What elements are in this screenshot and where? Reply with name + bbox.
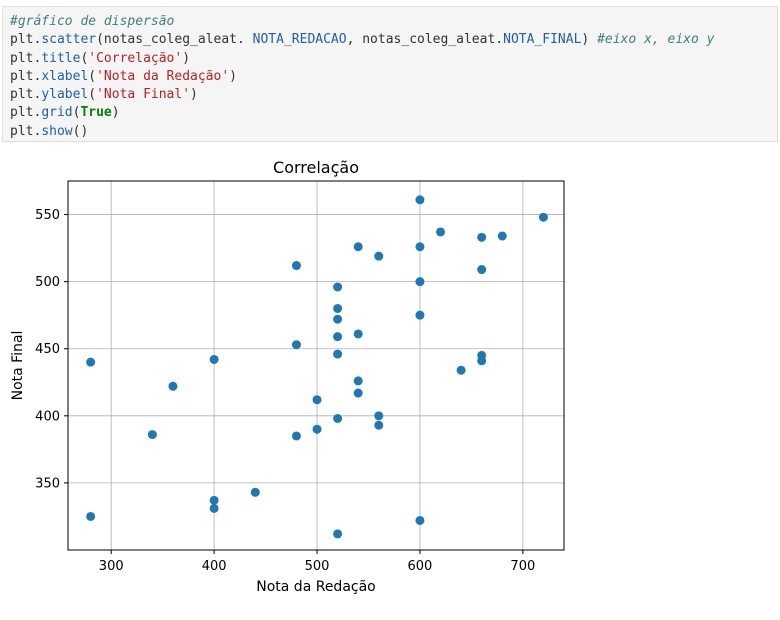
code-token: plt. bbox=[10, 68, 42, 84]
scatter-point bbox=[415, 195, 425, 205]
code-token: ( bbox=[72, 105, 81, 121]
y-tick-label: 550 bbox=[35, 208, 60, 223]
code-token: plt. bbox=[10, 50, 42, 66]
chart-title: Correlação bbox=[273, 158, 359, 177]
scatter-point bbox=[312, 395, 322, 405]
scatter-point bbox=[436, 227, 446, 237]
scatter-point bbox=[291, 340, 301, 350]
code-token: ) bbox=[581, 32, 598, 48]
code-token: plt. bbox=[10, 123, 42, 139]
code-token: ) bbox=[190, 87, 198, 103]
code-token: (notas_coleg_aleat. bbox=[96, 32, 253, 48]
scatter-point bbox=[209, 354, 219, 364]
code-string: 'Correlação' bbox=[88, 50, 183, 66]
x-axis-label: Nota da Redação bbox=[256, 579, 376, 595]
code-token: plt. bbox=[10, 105, 42, 121]
scatter-point bbox=[415, 277, 425, 287]
scatter-point bbox=[333, 282, 343, 292]
y-tick-label: 400 bbox=[35, 409, 60, 424]
code-string: 'Nota da Redação' bbox=[96, 68, 230, 84]
code-line-5: plt.ylabel('Nota Final') bbox=[10, 86, 777, 104]
code-token: ) bbox=[229, 68, 237, 84]
scatter-point bbox=[291, 261, 301, 271]
code-keyword: True bbox=[80, 105, 112, 121]
code-token: xlabel bbox=[41, 68, 89, 84]
code-string: 'Nota Final' bbox=[96, 87, 191, 103]
code-token: ( bbox=[88, 87, 97, 103]
code-token: ( bbox=[88, 68, 97, 84]
code-token: title bbox=[41, 50, 81, 66]
code-line-3: plt.title('Correlação') bbox=[10, 50, 777, 68]
scatter-point bbox=[353, 242, 363, 252]
code-cell[interactable]: #gráfico de dispersão plt.scatter(notas_… bbox=[2, 6, 778, 142]
scatter-point bbox=[291, 431, 301, 441]
code-token: show bbox=[41, 123, 73, 139]
y-tick-label: 500 bbox=[35, 275, 60, 290]
grid-layer bbox=[68, 181, 564, 550]
scatter-point bbox=[374, 411, 384, 421]
code-line-7: plt.show() bbox=[10, 123, 777, 141]
scatter-point bbox=[168, 381, 178, 391]
scatter-point bbox=[333, 414, 343, 424]
scatter-point bbox=[538, 212, 548, 222]
ticks-layer: 300 400 500 600 700 350 400 450 500 550 bbox=[35, 208, 535, 574]
code-line-1: #gráfico de dispersão bbox=[10, 13, 777, 31]
x-tick-label: 300 bbox=[99, 559, 124, 574]
code-token: , notas_coleg_aleat. bbox=[346, 32, 504, 48]
y-axis-label: Nota Final bbox=[10, 331, 26, 401]
code-line-6: plt.grid(True) bbox=[10, 104, 777, 122]
scatter-point bbox=[86, 511, 96, 521]
scatter-point bbox=[86, 357, 96, 367]
scatter-point bbox=[477, 232, 487, 242]
scatter-point bbox=[353, 388, 363, 398]
y-tick-label: 450 bbox=[35, 342, 60, 357]
scatter-point bbox=[477, 356, 487, 366]
scatter-point bbox=[415, 515, 425, 525]
cell-output: Correlação 300 400 500 600 700 350 400 450 500 55… bbox=[0, 150, 780, 616]
code-token: () bbox=[72, 123, 89, 139]
code-token: ( bbox=[80, 50, 89, 66]
scatter-point bbox=[374, 251, 384, 261]
scatter-point bbox=[374, 420, 384, 430]
code-comment: #eixo x, eixo y bbox=[597, 32, 715, 48]
y-tick-label: 350 bbox=[35, 476, 60, 491]
code-token: ylabel bbox=[41, 87, 89, 103]
scatter-point bbox=[477, 265, 487, 275]
x-tick-label: 400 bbox=[202, 559, 227, 574]
points-layer bbox=[86, 195, 548, 539]
plot-frame bbox=[67, 180, 565, 551]
scatter-point bbox=[415, 242, 425, 252]
scatter-point bbox=[333, 349, 343, 359]
scatter-point bbox=[209, 495, 219, 505]
x-tick-label: 600 bbox=[408, 559, 433, 574]
scatter-point bbox=[353, 376, 363, 386]
x-tick-label: 700 bbox=[510, 559, 535, 574]
code-token: scatter bbox=[41, 32, 97, 48]
code-token: plt. bbox=[10, 32, 42, 48]
scatter-point bbox=[353, 329, 363, 339]
code-token: NOTA_FINAL bbox=[503, 32, 582, 48]
code-line-4: plt.xlabel('Nota da Redação') bbox=[10, 68, 777, 86]
scatter-chart: Correlação 300 400 500 600 700 350 400 450 500 55… bbox=[10, 158, 565, 595]
scatter-point bbox=[456, 365, 466, 375]
scatter-point bbox=[250, 487, 260, 497]
scatter-point bbox=[333, 332, 343, 342]
scatter-point bbox=[333, 314, 343, 324]
x-tick-label: 500 bbox=[305, 559, 330, 574]
scatter-point bbox=[333, 303, 343, 313]
code-line-2: plt.scatter(notas_coleg_aleat. NOTA_REDA… bbox=[10, 31, 777, 49]
code-token: ) bbox=[111, 105, 120, 121]
scatter-point bbox=[312, 424, 322, 434]
code-token: grid bbox=[41, 105, 73, 121]
scatter-point bbox=[497, 231, 507, 241]
scatter-point bbox=[209, 503, 219, 513]
code-token: plt. bbox=[10, 87, 42, 103]
scatter-point bbox=[333, 529, 343, 539]
code-comment: #gráfico de dispersão bbox=[10, 14, 175, 29]
scatter-point bbox=[147, 430, 157, 440]
code-token: NOTA_REDACAO bbox=[252, 32, 347, 48]
code-token: ) bbox=[182, 50, 191, 66]
scatter-point bbox=[415, 310, 425, 320]
